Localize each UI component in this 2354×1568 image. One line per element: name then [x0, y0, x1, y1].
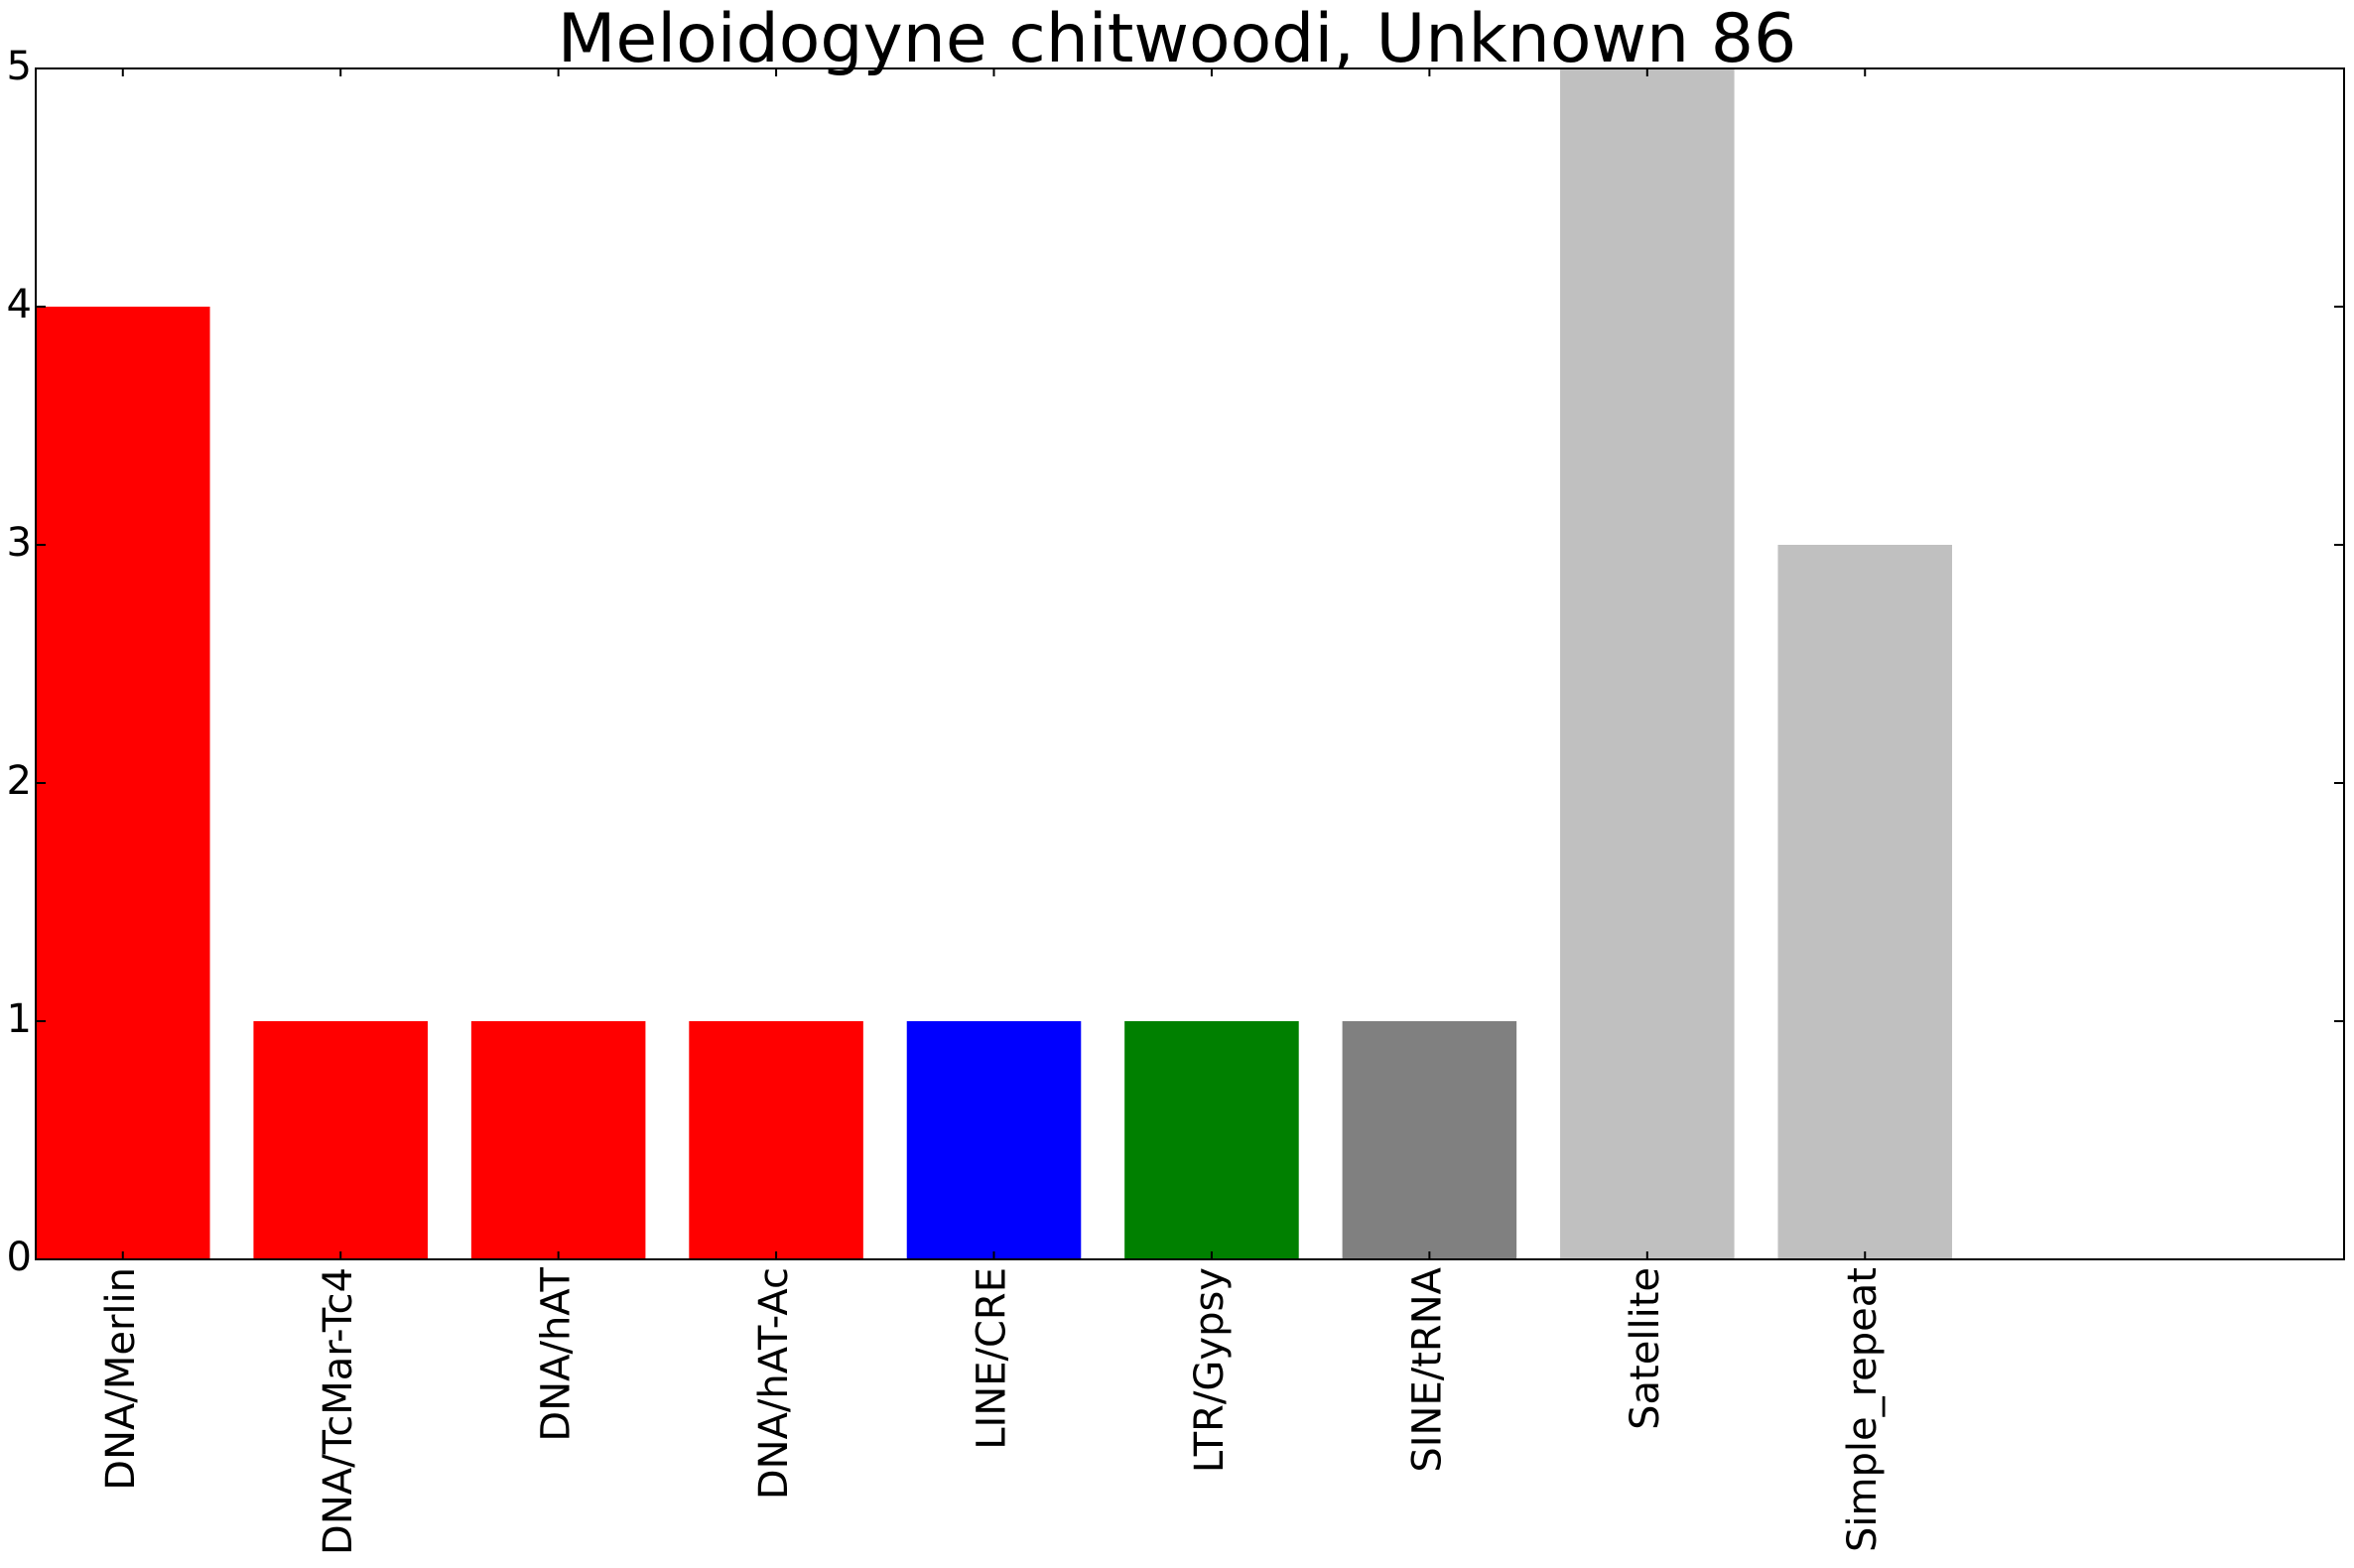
bar-ltr-gypsy: [1124, 1021, 1299, 1259]
chart-title: Meloidogyne chitwoodi, Unknown 86: [558, 0, 1797, 78]
bar-line-cre: [906, 1021, 1082, 1259]
y-tick-label: 5: [7, 44, 32, 89]
y-axis-ticks: 0 1 2 3 4 5: [7, 44, 2344, 1280]
bar-dna-merlin: [36, 307, 210, 1259]
x-tick-label: SINE/tRNA: [1404, 1266, 1450, 1472]
x-tick-label: DNA/hAT-Ac: [751, 1267, 797, 1500]
bar-satellite: [1560, 68, 1735, 1259]
bar-dna-hat-ac: [689, 1021, 863, 1259]
y-tick-label: 1: [7, 996, 32, 1042]
x-axis-ticks: DNA/Merlin DNA/TcMar-Tc4 DNA/hAT DNA/hAT-Ac…: [98, 68, 1886, 1555]
y-tick-label: 4: [7, 282, 32, 327]
x-tick-label: DNA/TcMar-Tc4: [316, 1267, 361, 1555]
bars-group: [36, 68, 1953, 1259]
y-tick-label: 3: [7, 520, 32, 566]
x-tick-label: LTR/Gypsy: [1187, 1267, 1233, 1473]
x-tick-label: LINE/CRE: [970, 1267, 1015, 1450]
y-tick-label: 0: [7, 1235, 32, 1280]
bar-sine-trna: [1342, 1021, 1517, 1259]
bar-dna-tcmar-tc4: [253, 1021, 428, 1259]
plot-frame: [35, 67, 2345, 1260]
x-tick-label: Satellite: [1623, 1267, 1668, 1430]
bar-simple-repeat: [1777, 545, 1953, 1259]
y-tick-label: 2: [7, 758, 32, 804]
x-tick-label: DNA/Merlin: [98, 1267, 144, 1491]
x-tick-label: DNA/hAT: [534, 1266, 580, 1441]
bar-dna-hat: [470, 1021, 646, 1259]
x-tick-label: Simple_repeat: [1840, 1267, 1886, 1552]
